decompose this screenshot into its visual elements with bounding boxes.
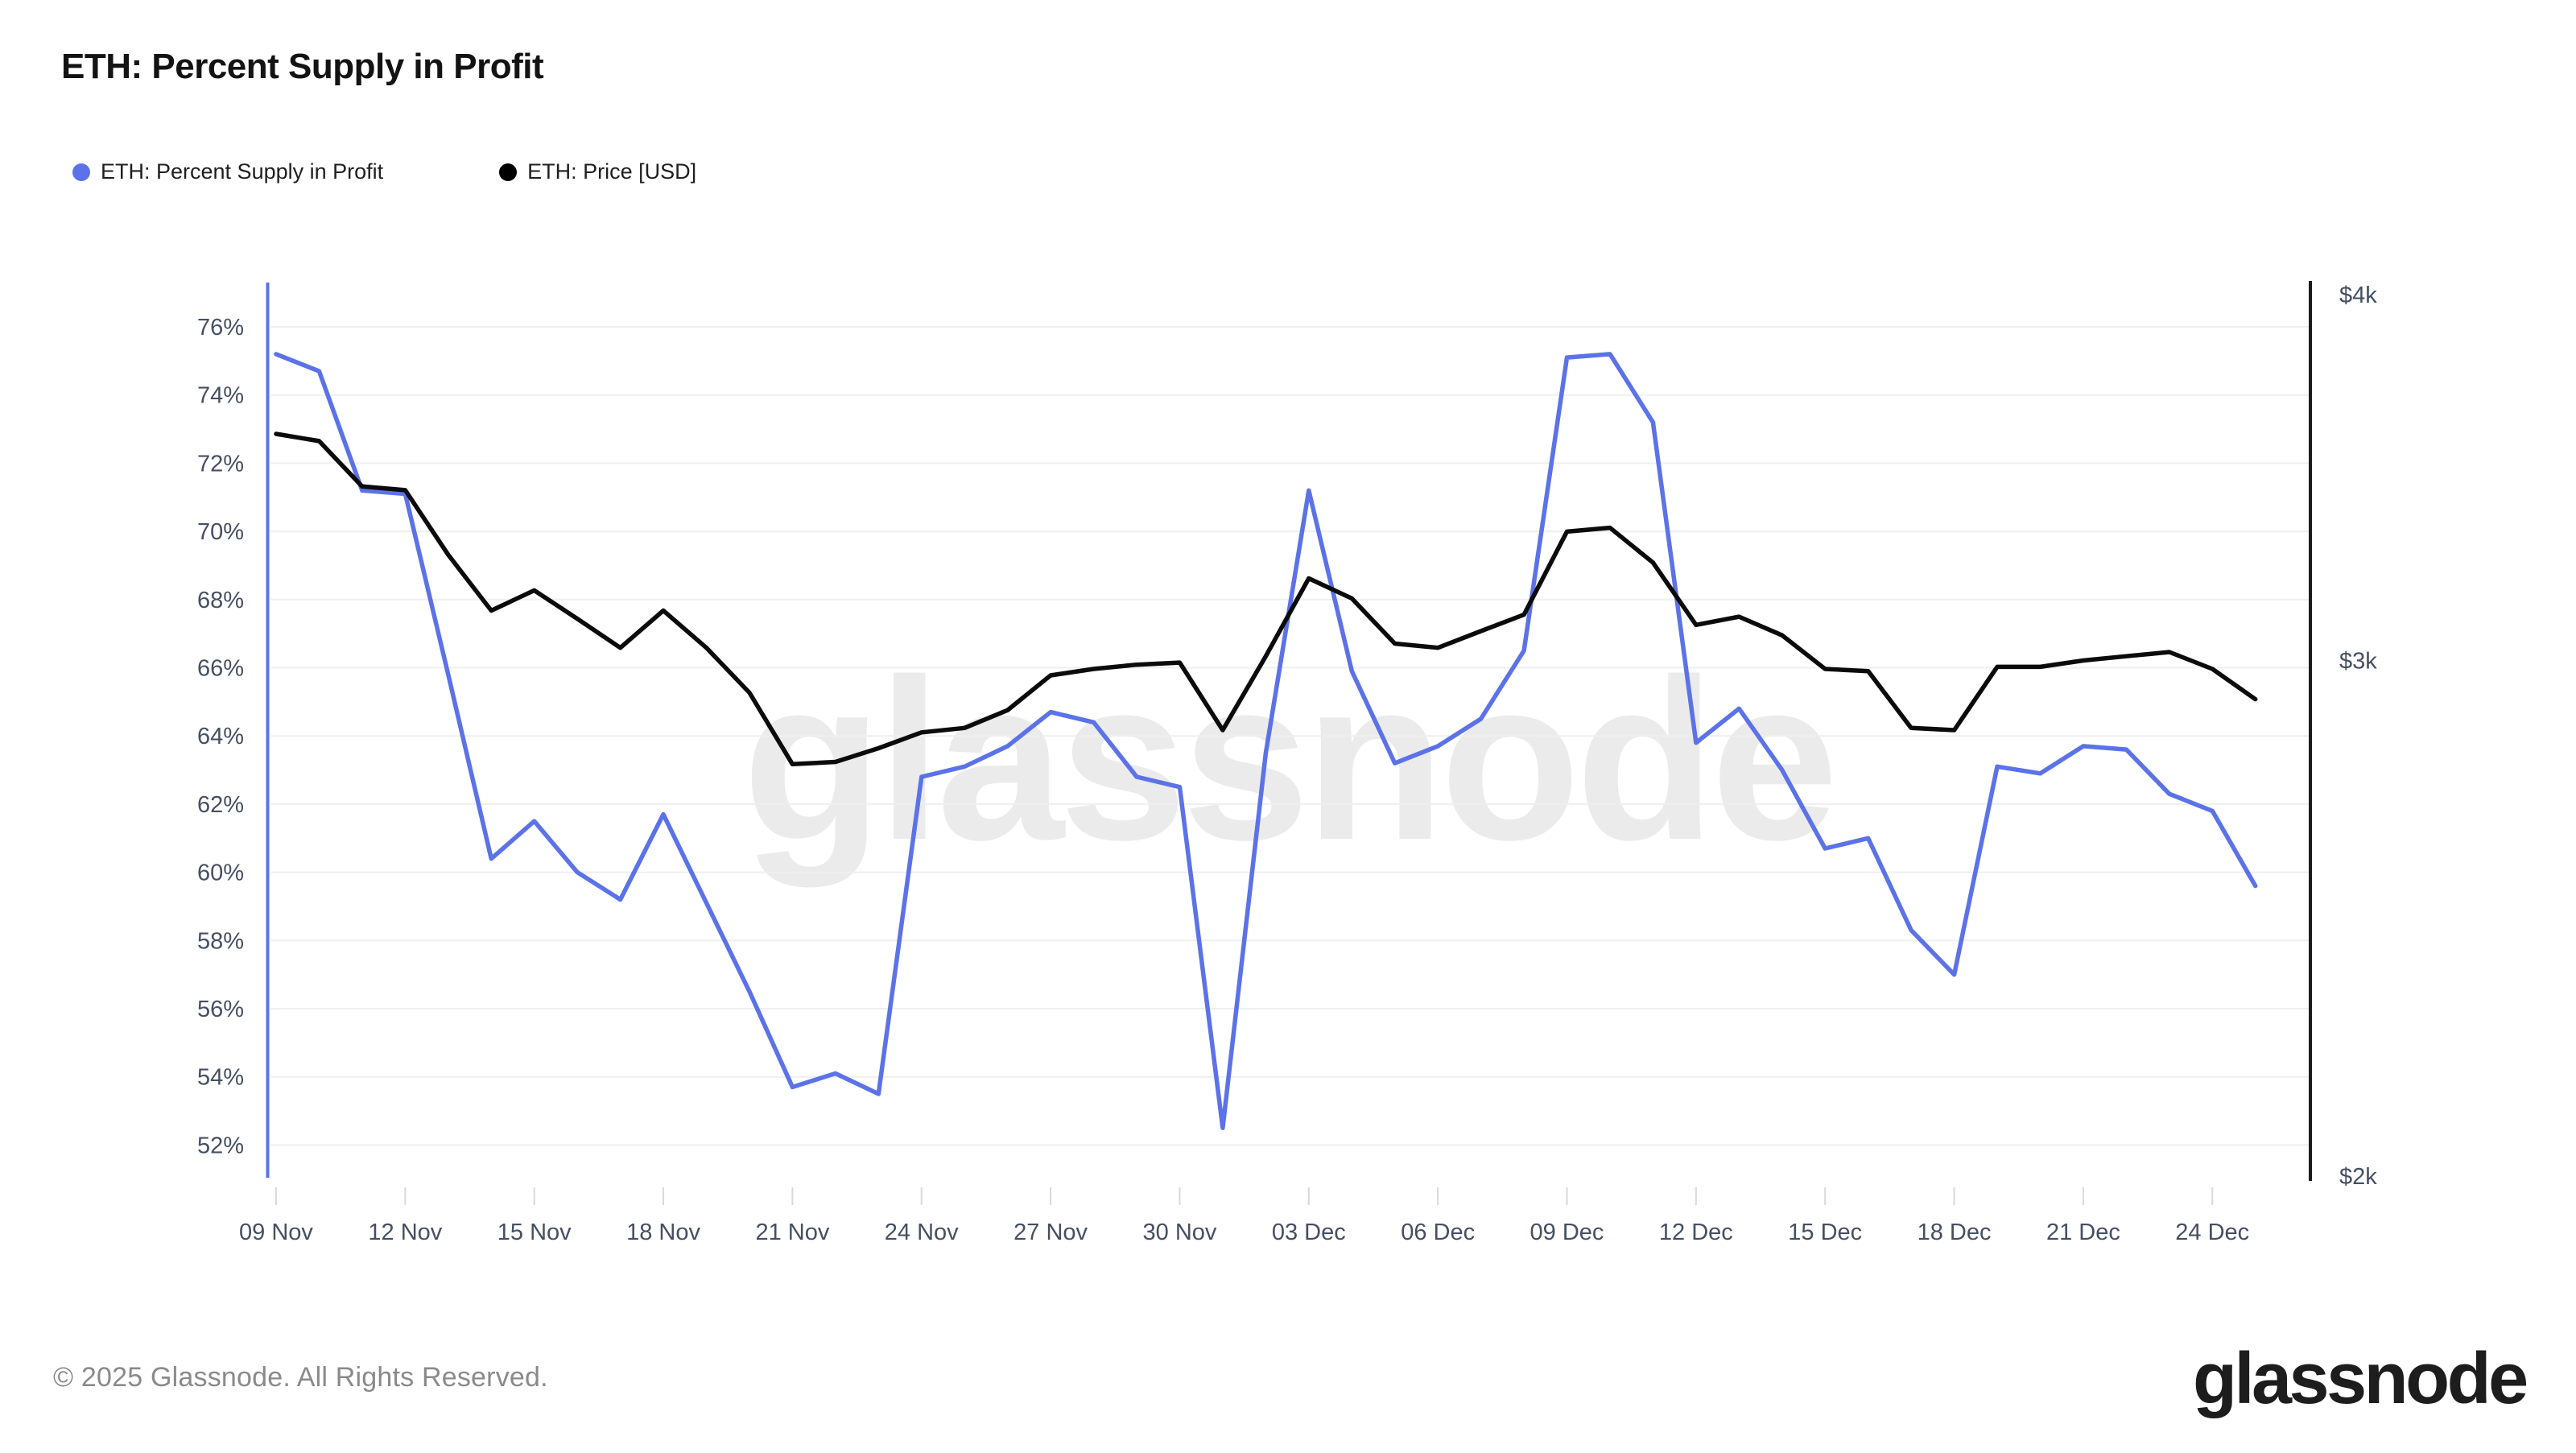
y-axis-tick-label-right: $3k: [2339, 648, 2377, 674]
x-axis-tick-label: 12 Dec: [1659, 1220, 1733, 1245]
x-axis-tick-label: 15 Nov: [497, 1220, 572, 1245]
legend-label: ETH: Price [USD]: [527, 159, 697, 184]
y-axis-tick-label-left: 52%: [197, 1133, 244, 1158]
x-axis-tick-label: 24 Dec: [2175, 1220, 2249, 1245]
y-axis-tick-label-left: 70%: [197, 519, 244, 545]
series-line-percent-supply-in-profit: [274, 352, 2258, 1130]
y-axis-tick-label-left: 76%: [197, 315, 244, 341]
y-axis-tick-label-left: 60%: [197, 861, 244, 886]
y-axis-tick-label-right: $4k: [2339, 283, 2377, 308]
legend-item-percent-supply: ETH: Percent Supply in Profit: [72, 159, 383, 184]
x-axis-tick-label: 18 Dec: [1918, 1220, 1992, 1245]
legend-dot-blue-icon: [72, 163, 90, 181]
legend-dot-black-icon: [499, 163, 518, 181]
legend: ETH: Percent Supply in Profit ETH: Price…: [72, 159, 801, 184]
x-axis-tick-label: 15 Dec: [1788, 1220, 1862, 1245]
y-axis-tick-label-left: 56%: [197, 997, 244, 1022]
x-axis-tick-label: 30 Nov: [1143, 1220, 1217, 1245]
footer-copyright: © 2025 Glassnode. All Rights Reserved.: [53, 1362, 548, 1393]
x-axis-tick-label: 09 Nov: [239, 1220, 313, 1245]
y-axis-tick-label-left: 54%: [197, 1065, 244, 1091]
x-axis-tick-label: 18 Nov: [626, 1220, 700, 1245]
y-axis-tick-label-left: 68%: [197, 588, 244, 613]
legend-item-price: ETH: Price [USD]: [499, 159, 696, 184]
series-line-eth-price: [274, 431, 2258, 767]
x-axis-tick-label: 12 Nov: [368, 1220, 442, 1245]
x-axis-tick-label: 21 Dec: [2046, 1220, 2120, 1245]
y-axis-tick-label-left: 58%: [197, 928, 244, 954]
x-axis-tick-label: 06 Dec: [1401, 1220, 1475, 1245]
x-axis-tick-label: 21 Nov: [755, 1220, 829, 1245]
x-axis-tick-label: 03 Dec: [1272, 1220, 1346, 1245]
y-axis-tick-label-left: 66%: [197, 656, 244, 682]
x-axis-tick-label: 24 Nov: [885, 1220, 959, 1245]
watermark-glassnode: glassnode: [742, 632, 1834, 889]
legend-label: ETH: Percent Supply in Profit: [101, 159, 384, 184]
glassnode-logo: glassnode: [2193, 1339, 2529, 1419]
page-title: ETH: Percent Supply in Profit: [61, 47, 544, 86]
y-axis-tick-label-left: 72%: [197, 451, 244, 477]
y-axis-tick-label-right: $2k: [2339, 1164, 2377, 1190]
x-axis-tick-label: 09 Dec: [1530, 1220, 1604, 1245]
y-axis-tick-label-left: 64%: [197, 724, 244, 749]
y-axis-tick-label-left: 74%: [197, 383, 244, 409]
y-axis-tick-label-left: 62%: [197, 792, 244, 818]
x-axis-tick-label: 27 Nov: [1013, 1220, 1088, 1245]
